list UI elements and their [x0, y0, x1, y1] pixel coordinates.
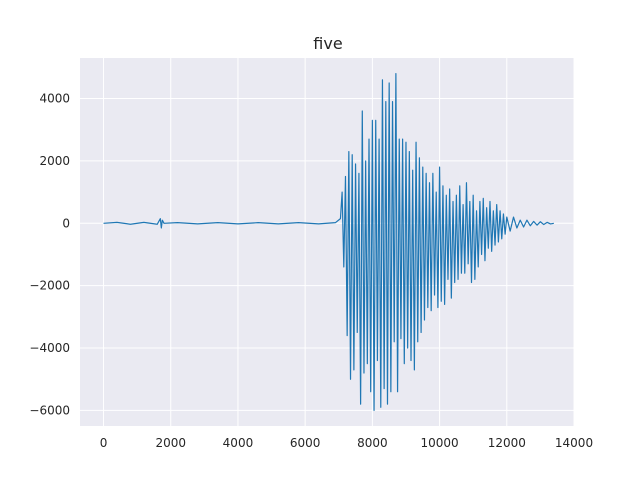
- x-tick-label: 0: [100, 436, 108, 450]
- y-tick-labels: −6000 −4000 −2000 0 2000 4000: [29, 92, 70, 418]
- x-tick-label: 4000: [223, 436, 254, 450]
- x-tick-labels: 0 2000 4000 6000 8000 10000 12000 14000: [100, 436, 593, 450]
- x-tick-label: 6000: [290, 436, 321, 450]
- x-tick-label: 8000: [357, 436, 388, 450]
- x-tick-label: 2000: [155, 436, 186, 450]
- y-tick-label: −2000: [29, 279, 70, 293]
- x-tick-label: 10000: [420, 436, 458, 450]
- y-tick-label: 4000: [39, 92, 70, 106]
- y-tick-label: 2000: [39, 154, 70, 168]
- plot-area: [80, 58, 574, 426]
- x-tick-label: 14000: [555, 436, 593, 450]
- y-tick-label: −4000: [29, 341, 70, 355]
- chart-title: five: [313, 34, 342, 53]
- y-tick-label: −6000: [29, 403, 70, 417]
- series-line: [103, 72, 554, 412]
- y-tick-label: 0: [62, 216, 70, 230]
- x-tick-label: 12000: [488, 436, 526, 450]
